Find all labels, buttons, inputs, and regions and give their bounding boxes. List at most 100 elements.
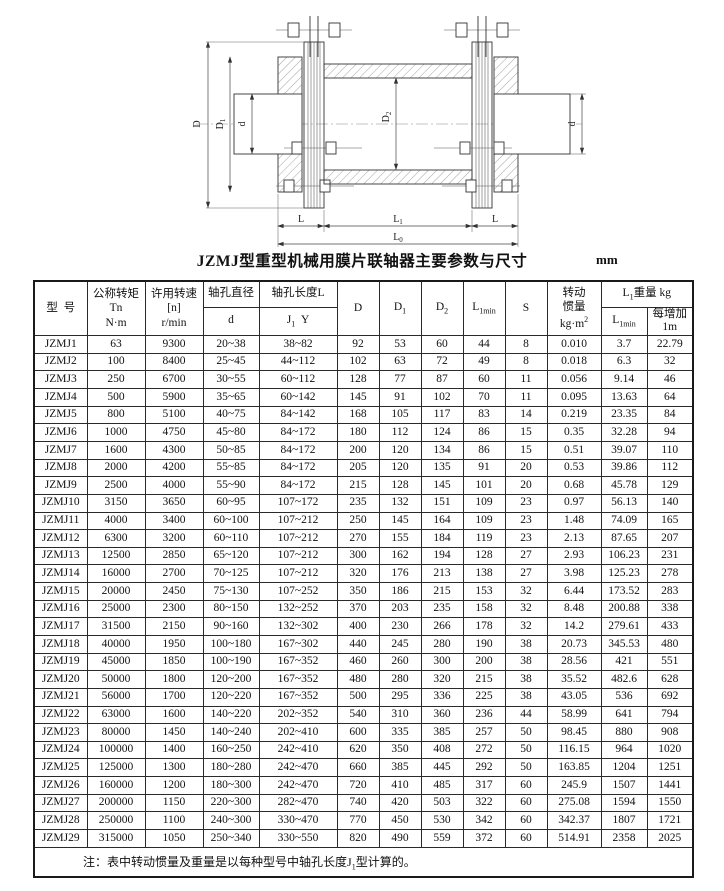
cell-speed: 2850 xyxy=(144,546,204,566)
cell-L1min: 49 xyxy=(462,352,506,372)
cell-D: 820 xyxy=(336,829,380,848)
col-D: D xyxy=(336,280,380,337)
cell-speed: 1600 xyxy=(144,705,204,725)
cell-speed: 4200 xyxy=(144,458,204,478)
cell-w-l1min: 536 xyxy=(600,687,648,707)
table-row: JZMJ2 100 8400 25~45 44~112 102 63 72 49 8 0.018 6.… xyxy=(33,352,694,372)
cell-D2: 235 xyxy=(420,599,464,619)
col-inertia: 转动 惯量 kg·m2 xyxy=(546,280,602,337)
cell-L1min: 272 xyxy=(462,740,506,760)
cell-w-l1min: 279.61 xyxy=(600,617,648,636)
cell-w-per-m: 692 xyxy=(646,687,694,707)
cell-L1min: 158 xyxy=(462,599,506,619)
cell-D2: 117 xyxy=(420,405,464,425)
cell-inertia: 0.68 xyxy=(546,476,602,495)
cell-w-l1min: 6.3 xyxy=(600,352,648,372)
cell-w-l1min: 32.28 xyxy=(600,423,648,442)
cell-D: 145 xyxy=(336,388,380,407)
cell-torque: 12500 xyxy=(86,546,146,566)
cell-w-per-m: 32 xyxy=(646,352,694,372)
cell-d: 30~55 xyxy=(202,370,260,390)
cell-jy: 202~410 xyxy=(258,723,338,742)
cell-jy: 84~142 xyxy=(258,405,338,425)
cell-model: JZMJ17 xyxy=(33,617,88,636)
cell-D: 250 xyxy=(336,511,380,531)
cell-jy: 330~470 xyxy=(258,811,338,831)
cell-jy: 132~252 xyxy=(258,599,338,619)
cell-w-per-m: 64 xyxy=(646,388,694,407)
cell-w-per-m: 1441 xyxy=(646,776,694,795)
cell-inertia: 6.44 xyxy=(546,582,602,601)
cell-torque: 80000 xyxy=(86,723,146,742)
cell-w-per-m: 278 xyxy=(646,564,694,584)
cell-torque: 50000 xyxy=(86,670,146,689)
cell-speed: 6700 xyxy=(144,370,204,390)
cell-inertia: 0.056 xyxy=(546,370,602,390)
cell-S: 44 xyxy=(504,705,548,725)
cell-L1min: 200 xyxy=(462,652,506,672)
cell-w-per-m: 283 xyxy=(646,582,694,601)
cell-D: 440 xyxy=(336,634,380,654)
cell-w-l1min: 641 xyxy=(600,705,648,725)
cell-D1: 490 xyxy=(378,829,422,848)
cell-jy: 60~112 xyxy=(258,370,338,390)
cell-inertia: 514.91 xyxy=(546,829,602,848)
cell-model: JZMJ5 xyxy=(33,405,88,425)
table-row: JZMJ23 80000 1450 140~240 202~410 600 335 385 25… xyxy=(33,723,694,742)
cell-D1: 128 xyxy=(378,476,422,495)
cell-d: 120~220 xyxy=(202,687,260,707)
cell-jy: 242~470 xyxy=(258,758,338,778)
cell-speed: 2150 xyxy=(144,617,204,636)
cell-D1: 335 xyxy=(378,723,422,742)
cell-model: JZMJ19 xyxy=(33,652,88,672)
cell-speed: 9300 xyxy=(144,335,204,354)
cell-speed: 1850 xyxy=(144,652,204,672)
cell-d: 140~220 xyxy=(202,705,260,725)
cell-L1min: 109 xyxy=(462,493,506,513)
left-shaft xyxy=(233,93,303,155)
cell-d: 60~110 xyxy=(202,529,260,548)
table-row: JZMJ6 1000 4750 45~80 84~172 180 112 124 86 15 0.3… xyxy=(33,423,694,442)
table-row: JZMJ15 20000 2450 75~130 107~252 350 186 215 153… xyxy=(33,582,694,601)
cell-D2: 87 xyxy=(420,370,464,390)
cell-D2: 184 xyxy=(420,529,464,548)
cell-model: JZMJ22 xyxy=(33,705,88,725)
cell-model: JZMJ23 xyxy=(33,723,88,742)
cell-torque: 4000 xyxy=(86,511,146,531)
table-row: JZMJ19 45000 1850 100~190 167~352 460 260 300 20… xyxy=(33,652,694,672)
cell-inertia: 98.45 xyxy=(546,723,602,742)
cell-torque: 1000 xyxy=(86,423,146,442)
cell-torque: 20000 xyxy=(86,582,146,601)
cell-S: 60 xyxy=(504,776,548,795)
cell-D1: 420 xyxy=(378,793,422,813)
cell-w-l1min: 200.88 xyxy=(600,599,648,619)
cell-D1: 132 xyxy=(378,493,422,513)
col-bore-len: 轴孔长度L xyxy=(258,280,338,308)
cell-L1min: 153 xyxy=(462,582,506,601)
cell-d: 60~100 xyxy=(202,511,260,531)
table-row: JZMJ3 250 6700 30~55 60~112 128 77 87 60 11 0.056 9… xyxy=(33,370,694,390)
cell-speed: 5100 xyxy=(144,405,204,425)
cell-D: 480 xyxy=(336,670,380,689)
cell-D: 180 xyxy=(336,423,380,442)
cell-d: 35~65 xyxy=(202,388,260,407)
table-row: JZMJ21 56000 1700 120~220 167~352 500 295 336 22… xyxy=(33,687,694,707)
cell-model: JZMJ25 xyxy=(33,758,88,778)
cell-D2: 213 xyxy=(420,564,464,584)
cell-L1min: 70 xyxy=(462,388,506,407)
cell-d: 120~200 xyxy=(202,670,260,689)
cell-w-l1min: 3.7 xyxy=(600,335,648,354)
cell-w-per-m: 129 xyxy=(646,476,694,495)
cell-torque: 2000 xyxy=(86,458,146,478)
cell-torque: 125000 xyxy=(86,758,146,778)
cell-L1min: 86 xyxy=(462,440,506,460)
cell-L1min: 225 xyxy=(462,687,506,707)
cell-D2: 300 xyxy=(420,652,464,672)
col-bore-d: d xyxy=(202,306,260,337)
cell-S: 14 xyxy=(504,405,548,425)
cell-D: 320 xyxy=(336,564,380,584)
cell-inertia: 0.97 xyxy=(546,493,602,513)
cell-D1: 112 xyxy=(378,423,422,442)
cell-speed: 1700 xyxy=(144,687,204,707)
cell-D: 500 xyxy=(336,687,380,707)
